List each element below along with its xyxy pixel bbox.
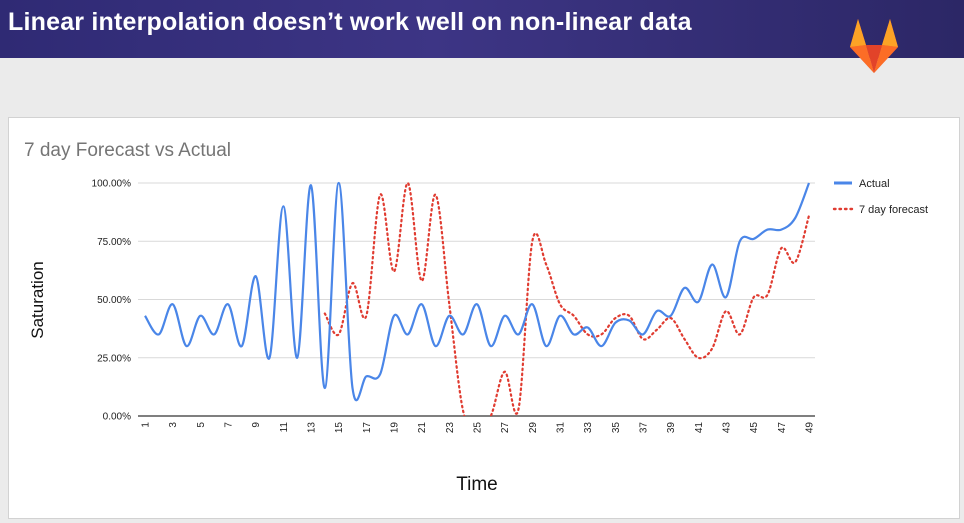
gitlab-fox-icon (850, 19, 898, 73)
x-tick-label: 5 (196, 422, 207, 428)
x-tick-label: 1 (141, 422, 152, 428)
x-tick-label: 45 (749, 422, 760, 434)
x-tick-label: 27 (500, 422, 511, 434)
y-tick-label: 75.00% (97, 237, 131, 248)
x-tick-label: 21 (417, 422, 428, 434)
x-tick-label: 19 (390, 422, 401, 434)
x-axis-title: Time (456, 474, 498, 495)
x-tick-label: 23 (445, 422, 456, 434)
series-line-7-day-forecast (323, 181, 811, 416)
x-tick-label: 43 (722, 422, 733, 434)
legend-label-7-day-forecast: 7 day forecast (859, 204, 928, 216)
x-tick-label: 17 (362, 422, 373, 434)
series-line-actual (144, 181, 811, 401)
slide-header: Linear interpolation doesn’t work well o… (0, 0, 964, 58)
slide-title: Linear interpolation doesn’t work well o… (8, 8, 692, 36)
x-tick-label: 9 (251, 422, 262, 428)
x-tick-label: 41 (694, 422, 705, 434)
x-tick-label: 13 (307, 422, 318, 434)
x-tick-label: 11 (279, 422, 290, 433)
x-tick-label: 49 (805, 422, 816, 434)
y-tick-label: 25.00% (97, 353, 131, 364)
x-tick-label: 39 (666, 422, 677, 434)
x-tick-label: 7 (224, 422, 235, 428)
x-tick-label: 33 (583, 422, 594, 434)
y-tick-label: 0.00% (103, 412, 131, 423)
chart-title: 7 day Forecast vs Actual (24, 140, 231, 161)
x-tick-label: 37 (639, 422, 650, 434)
x-tick-label: 3 (168, 422, 179, 428)
x-tick-label: 47 (777, 422, 788, 434)
x-tick-label: 15 (334, 422, 345, 434)
x-tick-label: 25 (473, 422, 484, 434)
legend-label-actual: Actual (859, 178, 890, 190)
y-tick-label: 100.00% (92, 179, 132, 190)
y-tick-label: 50.00% (97, 295, 131, 306)
x-tick-label: 31 (556, 422, 567, 434)
x-tick-label: 29 (528, 422, 539, 434)
y-axis-title: Saturation (28, 261, 47, 339)
x-tick-label: 35 (611, 422, 622, 434)
